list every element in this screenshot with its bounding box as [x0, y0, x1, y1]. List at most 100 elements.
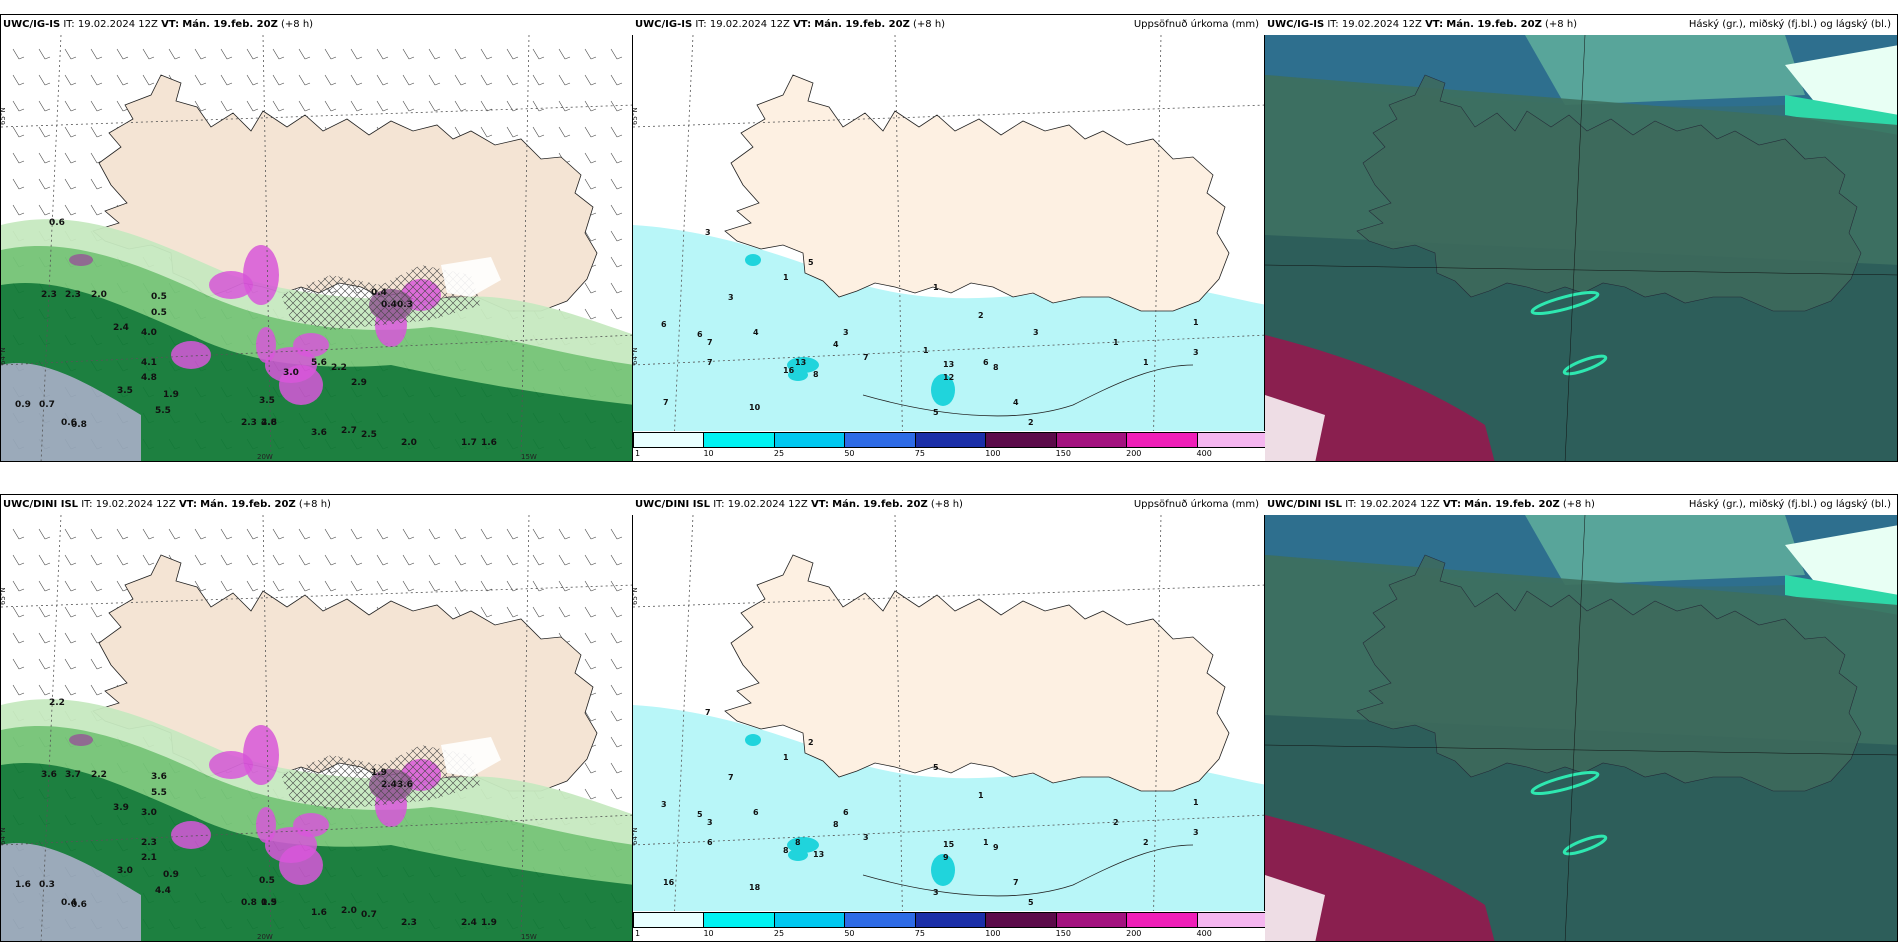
value-label: 3: [863, 833, 869, 842]
value-label: 0.9: [163, 870, 179, 880]
panel-run-info: UWC/DINI ISL IT: 19.02.2024 12Z VT: Mán.…: [1267, 495, 1595, 515]
value-label: 13: [813, 850, 824, 859]
vt-label: VT:: [1425, 19, 1443, 30]
value-label: 2.1: [141, 853, 157, 863]
value-label: 2.0: [341, 906, 357, 916]
vt-label: VT:: [161, 19, 179, 30]
value-label: 3: [933, 888, 939, 897]
snow-area: [171, 821, 211, 849]
map-panel-ig-accum: UWC/IG-IS IT: 19.02.2024 12Z VT: Mán. 19…: [632, 14, 1266, 462]
panel-field-title: Háský (gr.), miðský (fj.bl.) og lágský (…: [1689, 15, 1891, 35]
vt-label: VT:: [179, 499, 197, 510]
value-label: 3: [661, 800, 667, 809]
panel-run-info: UWC/DINI ISL IT: 19.02.2024 12Z VT: Mán.…: [3, 495, 331, 515]
precip-10mm-area: [745, 254, 761, 266]
value-label: 0.8: [71, 420, 87, 430]
panel-title: UWC/IG-IS IT: 19.02.2024 12Z VT: Mán. 19…: [1, 15, 633, 35]
value-label: 7: [663, 398, 669, 407]
value-label: 1.7: [461, 438, 477, 448]
value-label: 2.3: [41, 290, 57, 300]
lead-time: (+8 h): [931, 499, 963, 510]
colorbar-swatch: [844, 432, 915, 448]
value-label: 3: [728, 293, 734, 302]
value-label: 2.2: [49, 698, 65, 708]
value-label: 0.9: [15, 400, 31, 410]
value-label: 0.4: [371, 288, 387, 298]
value-label: 1.9: [163, 390, 179, 400]
colorbar-tick: 50: [844, 449, 854, 458]
colorbar-swatch: [774, 432, 845, 448]
snow-area: [256, 327, 276, 363]
value-label: 3.6: [41, 770, 57, 780]
value-label: 7: [1013, 878, 1019, 887]
panel-field-title: Uppsöfnuð úrkoma (mm): [1134, 15, 1259, 35]
colorbar-swatch: [633, 912, 704, 928]
value-label: 3: [1193, 828, 1199, 837]
init-time: 19.02.2024 12Z: [1360, 499, 1440, 510]
value-label: 4.0: [141, 328, 157, 338]
panel-title: UWC/IG-IS IT: 19.02.2024 12Z VT: Mán. 19…: [633, 15, 1265, 35]
value-label: 8: [813, 370, 819, 379]
value-label: 12: [943, 373, 954, 382]
value-label: 0.6: [49, 218, 65, 228]
value-label: 13: [943, 360, 954, 369]
colorbar-tick: 400: [1197, 929, 1212, 938]
value-label: 1.9: [261, 898, 277, 908]
colorbar-tick: 150: [1056, 449, 1071, 458]
value-label: 3: [707, 818, 713, 827]
value-label: 6: [843, 808, 849, 817]
lat-65-label: 65°N: [1, 587, 7, 605]
valid-time: Mán. 19.feb. 20Z: [814, 19, 910, 30]
value-label: 5: [933, 763, 939, 772]
it-label: IT:: [1327, 19, 1338, 30]
value-label: 6: [707, 838, 713, 847]
value-label: 3: [1193, 348, 1199, 357]
init-time: 19.02.2024 12Z: [78, 19, 158, 30]
value-label: 8: [795, 838, 801, 847]
lead-time: (+8 h): [281, 19, 313, 30]
value-label: 2.3: [241, 418, 257, 428]
value-label: 7: [705, 708, 711, 717]
value-label: 16: [783, 366, 795, 375]
value-label: 4: [833, 340, 839, 349]
value-label: 2.4: [381, 780, 397, 790]
mid-cloud-area: [1525, 515, 1805, 585]
value-label: 1: [783, 273, 789, 282]
map-panel-dini-clouds: UWC/DINI ISL IT: 19.02.2024 12Z VT: Mán.…: [1264, 494, 1898, 942]
value-label: 5: [1028, 898, 1034, 907]
vt-label: VT:: [811, 499, 829, 510]
value-label: 2.0: [401, 438, 417, 448]
model-name: UWC/DINI ISL: [1267, 499, 1342, 510]
panel-field-title: Háský (gr.), miðský (fj.bl.) og lágský (…: [1689, 495, 1891, 515]
value-label: 0.5: [259, 876, 275, 886]
init-time: 19.02.2024 12Z: [96, 499, 176, 510]
value-label: 2.7: [341, 426, 357, 436]
value-label: 1.6: [311, 908, 327, 918]
value-label: 9: [993, 843, 999, 852]
value-label: 3.9: [113, 803, 129, 813]
colorbar-tick: 100: [985, 449, 1000, 458]
accum-precip-map: 65°N64°N20W15W71273536688131816863159975…: [633, 515, 1266, 913]
value-label: 3.0: [283, 368, 299, 378]
value-label: 1: [1143, 358, 1149, 367]
value-label: 2.4: [113, 323, 129, 333]
colorbar-swatch: [1056, 912, 1127, 928]
panel-run-info: UWC/IG-IS IT: 19.02.2024 12Z VT: Mán. 19…: [1267, 15, 1577, 35]
value-label: 4.8: [141, 373, 157, 383]
precip-type-map: 65°N64°N20W 15W2.23.6 3.7 2.2 3.65.53.9 3.02.…: [1, 515, 634, 942]
value-label: 9: [943, 853, 949, 862]
model-name: UWC/DINI ISL: [3, 499, 78, 510]
lat-65-label: 65°N: [633, 587, 639, 605]
panel-run-info: UWC/IG-IS IT: 19.02.2024 12Z VT: Mán. 19…: [3, 15, 313, 35]
value-label: 5.5: [155, 406, 171, 416]
it-label: IT:: [1345, 499, 1356, 510]
model-name: UWC/IG-IS: [1267, 19, 1324, 30]
lon-15w-label: 15W: [521, 453, 537, 461]
colorbar-swatch: [985, 912, 1056, 928]
value-label: 0.3: [397, 300, 413, 310]
value-label: 3: [843, 328, 849, 337]
value-label: 16: [663, 878, 675, 887]
colorbar-tick: 100: [985, 929, 1000, 938]
lat-64-label: 64°N: [633, 347, 639, 365]
value-label: 3.6: [151, 772, 167, 782]
